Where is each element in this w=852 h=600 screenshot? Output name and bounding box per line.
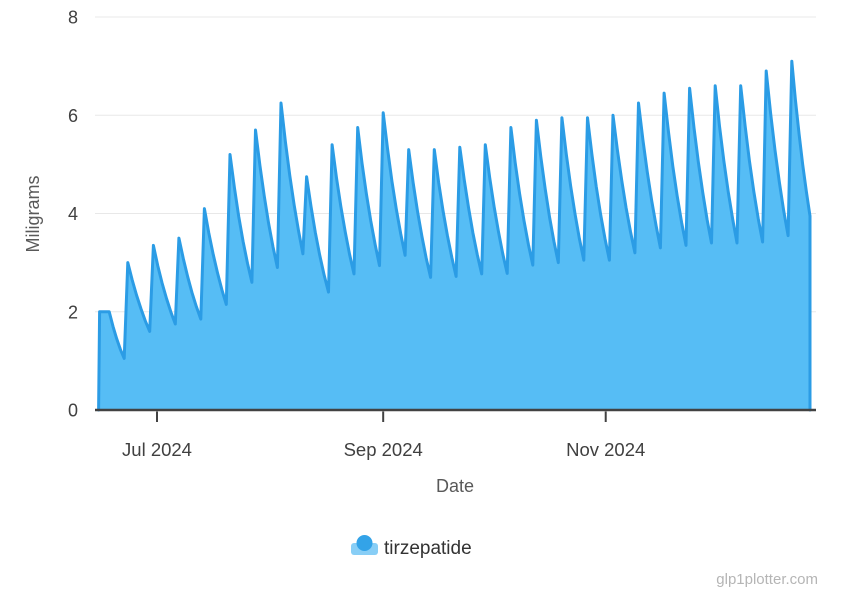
y-axis-ticks: 0 2 4 6 8 xyxy=(68,8,78,421)
tirzepatide-area[interactable] xyxy=(98,61,811,410)
watermark: glp1plotter.com xyxy=(716,571,818,588)
y-tick-label-4: 4 xyxy=(68,204,78,224)
y-tick-label-2: 2 xyxy=(68,302,78,322)
y-tick-label-8: 8 xyxy=(68,8,78,28)
x-tick-label: Nov 2024 xyxy=(566,439,645,460)
legend-point-icon xyxy=(356,535,373,551)
y-tick-label-6: 6 xyxy=(68,106,78,126)
tirzepatide-line xyxy=(97,59,812,412)
x-tick-label: Sep 2024 xyxy=(344,439,423,460)
legend[interactable]: tirzepatide xyxy=(351,535,472,559)
y-axis-title: Miligrams xyxy=(23,175,43,252)
legend-label[interactable]: tirzepatide xyxy=(384,538,472,559)
legend-series-icon xyxy=(351,535,378,555)
x-tick-label: Jul 2024 xyxy=(122,439,192,460)
x-axis-ticks: Jul 2024 Sep 2024 Nov 2024 xyxy=(122,411,645,460)
x-axis-title: Date xyxy=(436,476,474,496)
y-tick-label-0: 0 xyxy=(68,401,78,421)
